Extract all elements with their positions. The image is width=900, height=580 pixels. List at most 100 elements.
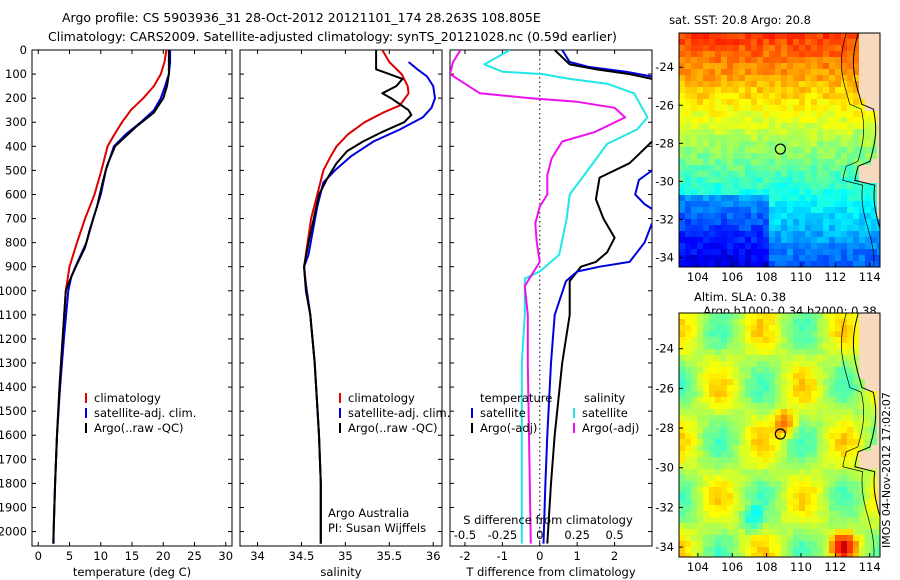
map-cell [751, 81, 758, 88]
map-cell [769, 189, 776, 196]
map-cell [829, 487, 836, 494]
map-cell [721, 529, 728, 536]
map-cell [733, 117, 740, 124]
map-cell [703, 331, 710, 338]
map-cell [823, 523, 830, 530]
map-cell [775, 105, 782, 112]
map-cell [715, 153, 722, 160]
map-cell [841, 63, 848, 70]
map-cell [805, 343, 812, 350]
map-cell [793, 433, 800, 440]
map-cell [679, 225, 686, 232]
map-cell [685, 493, 692, 500]
map-cell [733, 337, 740, 344]
map-cell [847, 355, 854, 362]
map-cell [769, 45, 776, 52]
y-tick-label: 1200 [0, 332, 27, 346]
map-cell [847, 349, 854, 356]
map-cell [805, 117, 812, 124]
map-cell [811, 433, 818, 440]
map-cell [829, 189, 836, 196]
map-cell [817, 331, 824, 338]
map-cell [697, 147, 704, 154]
map-cell [757, 153, 764, 160]
map-cell [757, 141, 764, 148]
map-cell [679, 373, 686, 380]
map-cell [751, 427, 758, 434]
map-cell [739, 505, 746, 512]
map-cell [697, 51, 704, 58]
map-cell [793, 331, 800, 338]
map-cell [775, 397, 782, 404]
map-cell [685, 87, 692, 94]
map-cell [757, 403, 764, 410]
map-cell [781, 219, 788, 226]
map-cell [823, 165, 830, 172]
map-cell [709, 481, 716, 488]
map-cell [817, 219, 824, 226]
map-cell [787, 153, 794, 160]
map-cell [733, 159, 740, 166]
map-cell [739, 409, 746, 416]
secondary-tick-label: -0.5 [454, 528, 476, 542]
map-cell [751, 529, 758, 536]
map-cell [847, 337, 854, 344]
map-cell [775, 87, 782, 94]
map-cell [853, 523, 860, 530]
map-cell [811, 99, 818, 106]
map-cell [769, 153, 776, 160]
map-cell [709, 391, 716, 398]
map-cell [877, 373, 880, 380]
map-cell [709, 165, 716, 172]
map-cell [841, 147, 848, 154]
legend-label: satellite-adj. clim. [94, 406, 196, 420]
map-cell [829, 547, 836, 554]
map-cell [847, 379, 854, 386]
map-cell [769, 225, 776, 232]
map-cell [715, 45, 722, 52]
map-cell [727, 75, 734, 82]
map-cell [715, 87, 722, 94]
map-cell [709, 517, 716, 524]
map-cell [787, 45, 794, 52]
map-cell [763, 159, 770, 166]
map-cell [745, 153, 752, 160]
map-cell [811, 207, 818, 214]
map-cell [865, 343, 872, 350]
map-cell [715, 511, 722, 518]
map-cell [865, 463, 872, 470]
map-cell [823, 75, 830, 82]
map-cell [757, 201, 764, 208]
map-cell [817, 433, 824, 440]
map-cell [691, 117, 698, 124]
map-cell [721, 523, 728, 530]
map-cell [745, 63, 752, 70]
map-cell [823, 415, 830, 422]
map-cell [679, 469, 686, 476]
map-cell [703, 445, 710, 452]
map-cell [787, 69, 794, 76]
map-cell [769, 547, 776, 554]
map-cell [877, 391, 880, 398]
map-cell [721, 171, 728, 178]
map-cell [853, 367, 860, 374]
map-cell [751, 51, 758, 58]
map-cell [721, 433, 728, 440]
map-cell [709, 547, 716, 554]
map-cell [799, 553, 806, 557]
map-cell [739, 225, 746, 232]
map-cell [823, 117, 830, 124]
map-cell [715, 195, 722, 202]
map-cell [853, 207, 860, 214]
map-cell [829, 99, 836, 106]
x-tick-label: 15 [125, 549, 140, 563]
map-cell [853, 105, 860, 112]
map-cell [871, 391, 878, 398]
map-cell [871, 39, 878, 46]
map-cell [769, 487, 776, 494]
map-cell [793, 213, 800, 220]
map-cell [703, 319, 710, 326]
map-cell [793, 189, 800, 196]
map-cell [763, 355, 770, 362]
map-cell [745, 385, 752, 392]
